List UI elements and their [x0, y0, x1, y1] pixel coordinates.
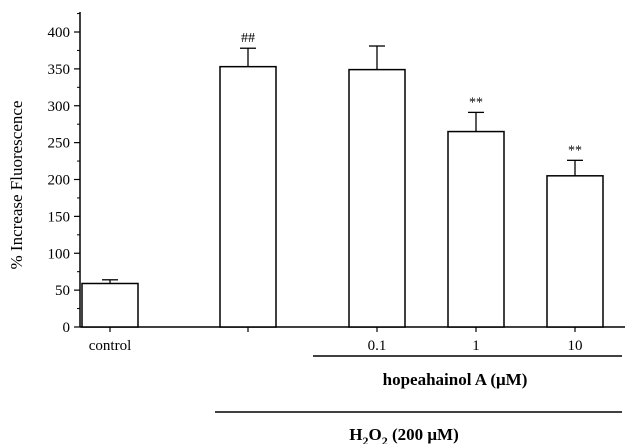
y-tick-label: 50	[55, 283, 70, 299]
y-axis-label: % Increase Fluorescence	[7, 101, 26, 270]
y-tick-label: 350	[48, 62, 71, 78]
y-tick-label: 250	[48, 136, 71, 152]
y-tick-label: 200	[48, 173, 71, 189]
y-tick-label: 0	[63, 320, 71, 336]
significance-marker: ##	[241, 31, 255, 46]
x-tick-label: 1	[472, 338, 480, 354]
bar	[348, 68, 406, 328]
plot-area: 0 50 100 150 200 250 300 350 400 control ## 0.1 1 ** 1…	[48, 12, 625, 354]
y-tick-label: 150	[48, 209, 71, 225]
bar	[81, 282, 139, 328]
y-tick-label: 100	[48, 246, 71, 262]
significance-marker: **	[568, 143, 582, 158]
x-tick-label: 0.1	[368, 338, 387, 354]
significance-marker: **	[469, 95, 483, 110]
x-tick-label: control	[89, 338, 132, 354]
bar	[546, 175, 604, 328]
y-tick-label: 300	[48, 99, 71, 115]
bar	[219, 65, 277, 328]
x-tick-label: 10	[568, 338, 583, 354]
group-label-hopeahainol: hopeahainol A (μM)	[383, 370, 528, 389]
group-label-h2o2: H2O2 (200 μM)	[349, 425, 458, 444]
bar	[447, 130, 505, 328]
y-tick-label: 400	[48, 25, 71, 41]
